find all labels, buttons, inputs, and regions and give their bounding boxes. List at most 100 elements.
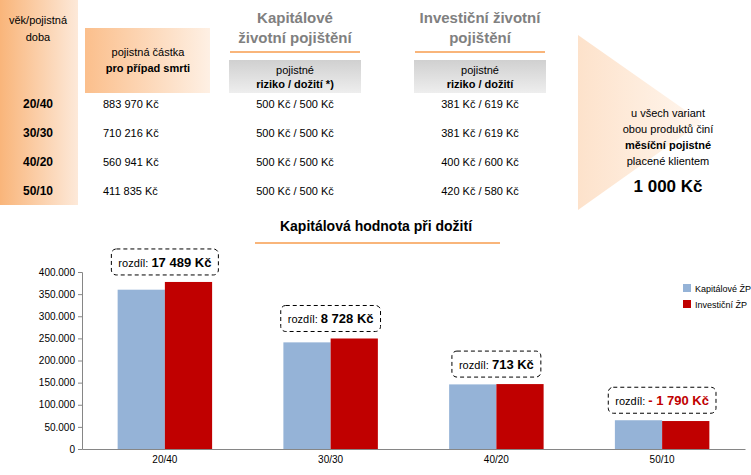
tick-label: 250.000	[39, 333, 76, 344]
tick-mark	[78, 449, 82, 450]
bar	[662, 421, 709, 449]
bar	[165, 282, 212, 449]
tick: 250.000	[39, 333, 82, 344]
underline	[255, 242, 500, 244]
tick: 0	[69, 444, 82, 455]
row-header: 20/40	[23, 97, 53, 111]
tick: 40/20	[484, 454, 509, 465]
legend-swatch	[683, 284, 691, 292]
tick-label: 50.000	[44, 422, 75, 433]
annotation: rozdíl: 8 728 Kč	[281, 305, 381, 331]
legend-label: Investiční ŽP	[695, 300, 747, 310]
tick-label: 100.000	[39, 399, 76, 410]
tick-label: 30/30	[318, 454, 343, 465]
tick-mark	[78, 405, 82, 406]
product-title: Kapitálové	[257, 9, 333, 26]
note-amount: 1 000 Kč	[634, 177, 703, 196]
legend-label: Kapitálové ŽP	[695, 284, 751, 294]
row-header: 30/30	[23, 126, 53, 140]
tick-mark	[78, 316, 82, 317]
annotation-label: rozdíl:	[118, 257, 151, 269]
tick: 300.000	[39, 311, 82, 322]
cell: 381 Kč / 619 Kč	[441, 98, 519, 110]
note-text: obou produktů činí	[623, 123, 714, 135]
tick: 150.000	[39, 377, 82, 388]
annotations: rozdíl: 17 489 Kčrozdíl: 8 728 Kčrozdíl:…	[111, 249, 716, 413]
annotation-label: rozdíl:	[459, 359, 492, 371]
product-title: Investiční životní	[420, 9, 542, 26]
tick: 100.000	[39, 399, 82, 410]
annotation-text: rozdíl: 17 489 Kč	[118, 255, 211, 270]
y-axis: 0 50.000 100.000 150.000 200.000 250.000 300.0…	[39, 267, 83, 455]
tick-label: 40/20	[484, 454, 509, 465]
annotation-label: rozdíl:	[615, 395, 648, 407]
annotation-text: rozdíl: 713 Kč	[459, 357, 534, 372]
table: věk/pojistnádobapojistná částkapro přípa…	[0, 0, 546, 205]
underline	[415, 51, 545, 53]
annotation: rozdíl: - 1 790 Kč	[608, 387, 716, 413]
legend: Kapitálové ŽP Investiční ŽP	[683, 284, 751, 310]
note-text: měsíční pojistné	[625, 139, 711, 151]
bar	[283, 342, 330, 449]
header-box	[414, 60, 546, 93]
annotation-box	[281, 305, 381, 331]
product-title: pojištění	[449, 29, 512, 46]
annotation-value: 8 728 Kč	[321, 311, 374, 326]
annotation-text: rozdíl: 8 728 Kč	[288, 311, 374, 326]
bar	[331, 338, 378, 449]
row-header: 40/20	[23, 155, 53, 169]
x-axis: 20/40 30/30 40/20 50/10	[83, 450, 746, 466]
annotation-box	[452, 351, 541, 377]
column-header: věk/pojistná	[9, 14, 68, 26]
legend-swatch	[683, 300, 691, 308]
cell: 500 Kč / 500 Kč	[256, 156, 334, 168]
tick-label: 300.000	[39, 311, 76, 322]
chart: Kapitálová hodnota při dožití 0 50.000 100.…	[39, 218, 751, 465]
cell: 381 Kč / 619 Kč	[441, 127, 519, 139]
column-header: pro případ smrti	[106, 62, 190, 74]
column-header: riziko / dožití	[447, 78, 515, 90]
axis-line	[78, 273, 83, 450]
bar	[615, 420, 662, 449]
cell: 500 Kč / 500 Kč	[256, 127, 334, 139]
column-header: pojistné	[461, 64, 499, 76]
annotation-box	[111, 249, 218, 275]
canvas: věk/pojistnádobapojistná částkapro přípa…	[0, 0, 751, 475]
cell: 500 Kč / 500 Kč	[256, 185, 334, 197]
chart-title: Kapitálová hodnota při dožití	[280, 218, 473, 234]
tick-mark	[78, 383, 82, 384]
annotation-value: 713 Kč	[492, 357, 534, 372]
page: věk/pojistnádobapojistná částkapro přípa…	[0, 0, 751, 475]
tick: 350.000	[39, 289, 82, 300]
header-box	[229, 60, 361, 93]
cell: 883 970 Kč	[103, 98, 159, 110]
product-title: životní pojištění	[238, 29, 352, 46]
note: u všech variantobou produktů činíměsíční…	[578, 35, 713, 210]
cell: 411 835 Kč	[103, 185, 158, 197]
tick-label: 50/10	[650, 454, 675, 465]
tick: 50.000	[44, 422, 82, 433]
tick-label: 350.000	[39, 289, 76, 300]
tick-mark	[78, 294, 82, 295]
column-header: pojistná částka	[112, 46, 186, 58]
cell: 500 Kč / 500 Kč	[256, 98, 334, 110]
tick-mark	[78, 272, 82, 273]
tick: 20/40	[152, 454, 177, 465]
annotation: rozdíl: 713 Kč	[452, 351, 541, 377]
bars	[118, 282, 710, 449]
tick-mark	[78, 361, 82, 362]
annotation-box	[608, 387, 716, 413]
underline	[230, 51, 360, 53]
header-box	[0, 0, 78, 205]
column-header: pojistné	[276, 64, 314, 76]
annotation-label: rozdíl:	[288, 313, 321, 325]
annotation-value: 17 489 Kč	[151, 255, 211, 270]
tick-label: 0	[69, 444, 75, 455]
annotation-text: rozdíl: - 1 790 Kč	[615, 393, 709, 408]
tick-mark	[78, 338, 82, 339]
bar	[118, 290, 165, 449]
annotation-value: - 1 790 Kč	[648, 393, 709, 408]
cell: 710 216 Kč	[103, 127, 159, 139]
tick: 200.000	[39, 355, 82, 366]
tick: 30/30	[318, 454, 343, 465]
